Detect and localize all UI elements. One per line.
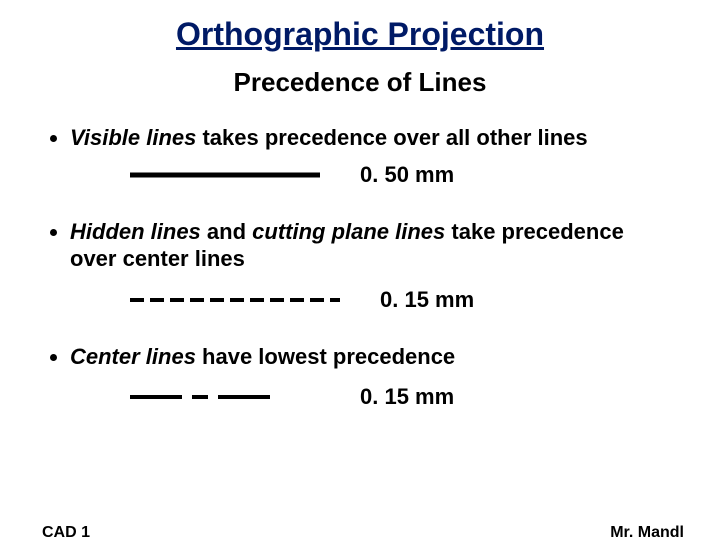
bullet-center: Center lines have lowest precedence: [70, 343, 670, 371]
bullet-list: Visible lines takes precedence over all …: [70, 124, 670, 152]
hidden-line-label: 0. 15 mm: [380, 287, 474, 313]
bullet-hidden: Hidden lines and cutting plane lines tak…: [70, 218, 670, 273]
bullet-list-2: Hidden lines and cutting plane lines tak…: [70, 218, 670, 273]
center-line-sample: [130, 392, 320, 402]
slide-title: Orthographic Projection: [0, 16, 720, 53]
visible-line-row: 0. 50 mm: [130, 162, 720, 188]
bullet-hidden-lead1: Hidden lines: [70, 219, 201, 244]
bullet-center-lead: Center lines: [70, 344, 196, 369]
slide-subtitle: Precedence of Lines: [0, 67, 720, 98]
bullet-hidden-lead2: cutting plane lines: [252, 219, 445, 244]
visible-line-label: 0. 50 mm: [360, 162, 454, 188]
bullet-visible-lead: Visible lines: [70, 125, 196, 150]
visible-line-sample: [130, 170, 320, 180]
bullet-visible-rest: takes precedence over all other lines: [196, 125, 587, 150]
bullet-center-rest: have lowest precedence: [196, 344, 455, 369]
center-line-row: 0. 15 mm: [130, 384, 720, 410]
slide: Orthographic Projection Precedence of Li…: [0, 16, 720, 540]
footer-right: Mr. Mandl: [610, 524, 684, 540]
center-line-label: 0. 15 mm: [360, 384, 454, 410]
hidden-line-sample: [130, 295, 340, 305]
hidden-line-row: 0. 15 mm: [130, 287, 720, 313]
bullet-visible: Visible lines takes precedence over all …: [70, 124, 670, 152]
footer: CAD 1 Mr. Mandl: [0, 524, 720, 540]
footer-left: CAD 1: [42, 524, 90, 540]
bullet-hidden-mid: and: [201, 219, 252, 244]
bullet-list-3: Center lines have lowest precedence: [70, 343, 670, 371]
